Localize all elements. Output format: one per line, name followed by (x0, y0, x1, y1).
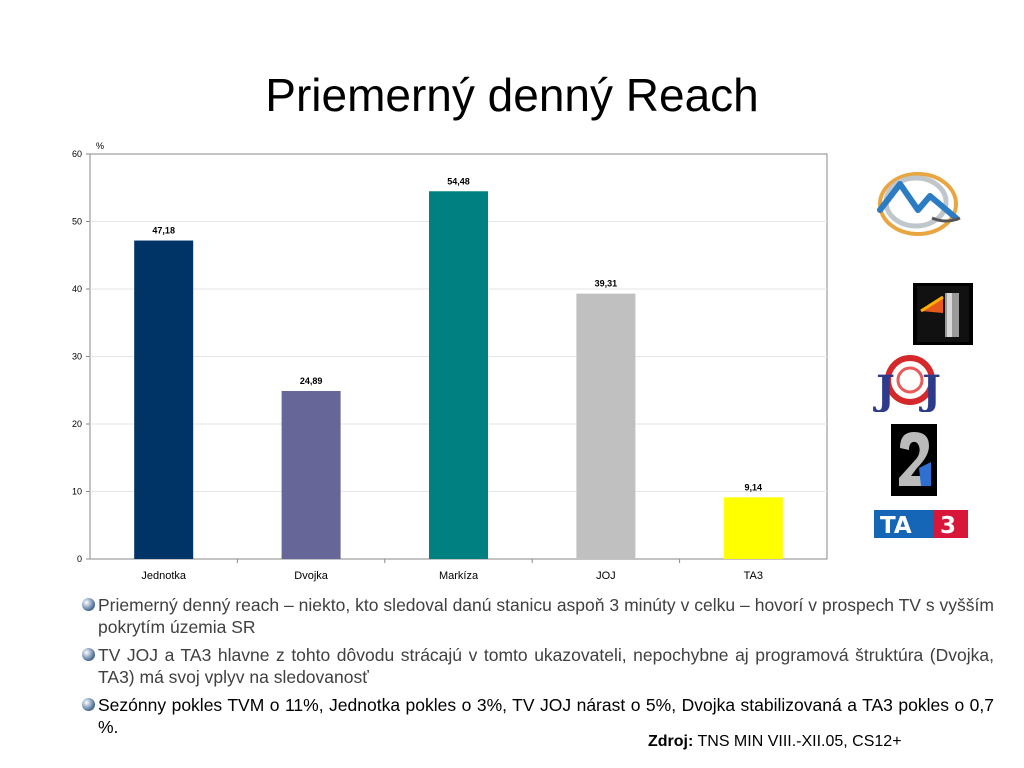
bullet-icon (82, 698, 95, 711)
stv2-logo-icon (891, 424, 937, 496)
x-tick-label: JOJ (596, 570, 616, 582)
data-label: 9,14 (745, 482, 763, 492)
bullet-text: TV JOJ a TA3 hlavne z tohto dôvodu strác… (98, 645, 994, 687)
bullet-item: Priemerný denný reach – niekto, kto sled… (80, 594, 994, 638)
data-label: 47,18 (152, 226, 175, 236)
bullet-item: TV JOJ a TA3 hlavne z tohto dôvodu strác… (80, 644, 994, 688)
y-tick-label: 0 (77, 554, 82, 564)
markiza-logo-icon (877, 172, 961, 236)
y-tick-label: 50 (72, 217, 82, 227)
svg-text:3: 3 (940, 513, 956, 538)
bullet-icon (82, 598, 95, 611)
y-unit-label: % (96, 141, 104, 151)
y-tick-label: 30 (72, 352, 82, 362)
bar-dvojka (281, 390, 341, 559)
y-tick-label: 20 (72, 419, 82, 429)
data-label: 39,31 (595, 279, 618, 289)
data-label: 54,48 (447, 176, 470, 186)
svg-text:J: J (873, 367, 895, 412)
bullet-item: Sezónny pokles TVM o 11%, Jednotka pokle… (80, 694, 994, 738)
source-note: Zdroj: TNS MIN VIII.-XII.05, CS12+ (648, 733, 902, 751)
y-tick-label: 60 (72, 149, 82, 159)
bullet-list: Priemerný denný reach – niekto, kto sled… (80, 594, 994, 744)
bar-markíza (429, 191, 488, 559)
stv1-logo-icon (913, 283, 973, 345)
bar-jednotka (134, 240, 194, 559)
x-tick-label: TA3 (744, 570, 763, 582)
y-tick-label: 40 (72, 284, 82, 294)
ta3-logo-icon: TA 3 (874, 510, 968, 538)
svg-text:J: J (919, 367, 941, 412)
bullet-icon (82, 648, 95, 661)
bar-ta3 (723, 497, 783, 559)
data-label: 24,89 (300, 376, 323, 386)
x-tick-label: Jednotka (141, 570, 187, 582)
slide-title: Priemerný denný Reach (265, 69, 759, 121)
svg-text:TA: TA (880, 513, 912, 538)
bullet-text: Sezónny pokles TVM o 11%, Jednotka pokle… (98, 695, 994, 737)
bar-joj (576, 293, 636, 559)
x-tick-label: Markíza (439, 570, 479, 582)
x-tick-label: Dvojka (294, 570, 329, 582)
y-tick-label: 10 (72, 487, 82, 497)
joj-logo-icon: J J (873, 355, 941, 412)
source-text: TNS MIN VIII.-XII.05, CS12+ (697, 733, 902, 750)
source-label: Zdroj: (648, 733, 694, 750)
bullet-text: Priemerný denný reach – niekto, kto sled… (98, 595, 994, 637)
bar-chart: 0 10 20 30 40 50 60% 47,18 Jednotka 24,89 Dvojka 54… (72, 141, 828, 582)
